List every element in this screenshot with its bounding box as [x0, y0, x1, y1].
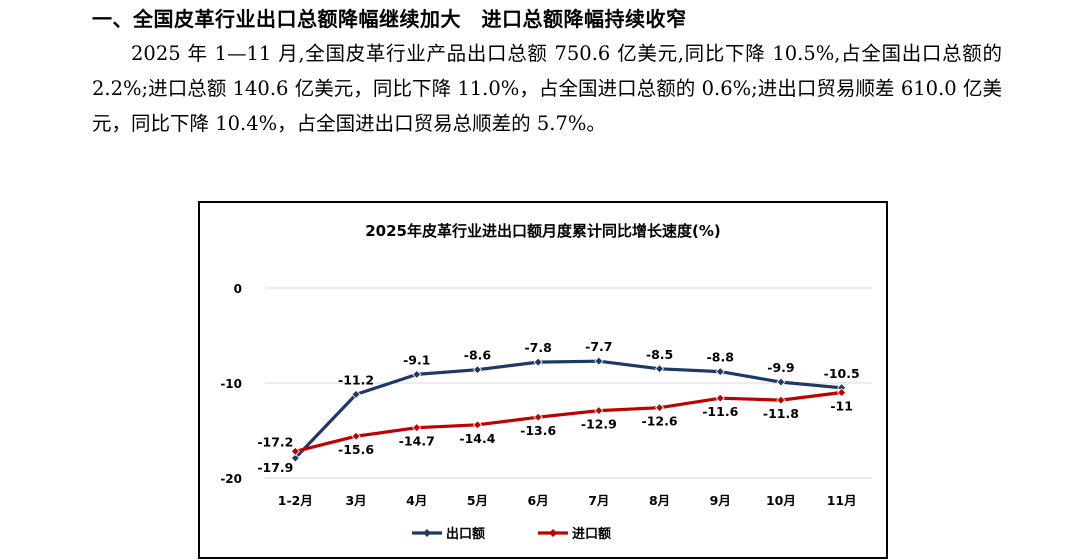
data-label: -8.5 — [646, 347, 673, 362]
section-paragraph: 2025 年 1—11 月,全国皮革行业产品出口总额 750.6 亿美元,同比下… — [92, 42, 1002, 135]
data-label: -11 — [830, 399, 853, 414]
series-line-export — [293, 359, 844, 460]
data-point — [715, 393, 725, 403]
data-point — [351, 431, 361, 441]
chart-title: 2025年皮革行业进出口额月度累计同比增长速度(%) — [365, 222, 721, 240]
data-point — [837, 387, 847, 398]
data-point — [412, 369, 422, 380]
data-point — [533, 412, 543, 422]
y-tick-label: -20 — [220, 472, 242, 486]
data-label: -9.1 — [403, 352, 430, 367]
x-tick-label: 7月 — [588, 493, 609, 508]
data-point — [594, 405, 604, 416]
section-heading: 一、全国皮革行业出口总额降幅继续加大 进口总额降幅持续收窄 — [92, 7, 687, 31]
x-tick-label: 1-2月 — [278, 493, 313, 508]
data-label: -9.9 — [767, 360, 794, 375]
legend-label: 进口额 — [572, 526, 611, 542]
data-point — [472, 420, 483, 430]
data-label: -14.4 — [459, 431, 495, 446]
data-point — [776, 395, 786, 405]
legend-marker — [549, 529, 557, 537]
data-label: -11.8 — [763, 406, 799, 421]
data-label: -8.6 — [464, 348, 492, 363]
x-tick-label: 6月 — [528, 493, 549, 508]
data-label: -15.6 — [338, 442, 374, 457]
data-point — [715, 367, 725, 377]
line-chart: 2025年皮革行业进出口额月度累计同比增长速度(%) 0 -10 -20 1-2月 3… — [220, 222, 872, 542]
chart-container: 2025年皮革行业进出口额月度累计同比增长速度(%) 0 -10 -20 1-2月 3… — [198, 201, 888, 559]
data-point — [654, 403, 665, 413]
data-point — [351, 389, 361, 399]
x-tick-label: 9月 — [710, 493, 731, 508]
data-point — [533, 357, 543, 367]
data-label: -11.6 — [702, 404, 738, 419]
data-label: -12.9 — [581, 417, 617, 432]
data-label: -17.2 — [257, 434, 293, 449]
x-tick-label: 11月 — [827, 493, 857, 508]
data-label: -7.7 — [585, 339, 612, 354]
data-label: -17.9 — [257, 460, 293, 475]
data-point — [412, 423, 422, 433]
data-point — [472, 365, 483, 375]
data-label: -7.8 — [524, 340, 551, 355]
data-point — [290, 446, 300, 456]
x-tick-label: 5月 — [467, 493, 488, 508]
x-tick-label: 10月 — [766, 493, 796, 508]
data-label: -8.8 — [707, 350, 734, 365]
data-label: -13.6 — [520, 423, 556, 438]
legend-marker — [423, 529, 431, 537]
series-line-import — [293, 390, 844, 453]
data-label: -14.7 — [399, 434, 435, 449]
data-point — [654, 364, 665, 374]
data-label: -11.2 — [338, 372, 374, 387]
legend-label: 出口额 — [446, 526, 485, 542]
x-tick-label: 3月 — [345, 493, 366, 508]
data-label: -12.6 — [642, 414, 678, 429]
y-tick-label: 0 — [234, 282, 242, 296]
x-tick-label: 4月 — [406, 493, 427, 508]
x-tick-label: 8月 — [649, 493, 670, 508]
data-point — [290, 453, 300, 463]
y-tick-label: -10 — [220, 377, 242, 391]
data-point — [594, 356, 604, 366]
data-point — [776, 377, 786, 387]
data-label: -10.5 — [824, 366, 860, 381]
